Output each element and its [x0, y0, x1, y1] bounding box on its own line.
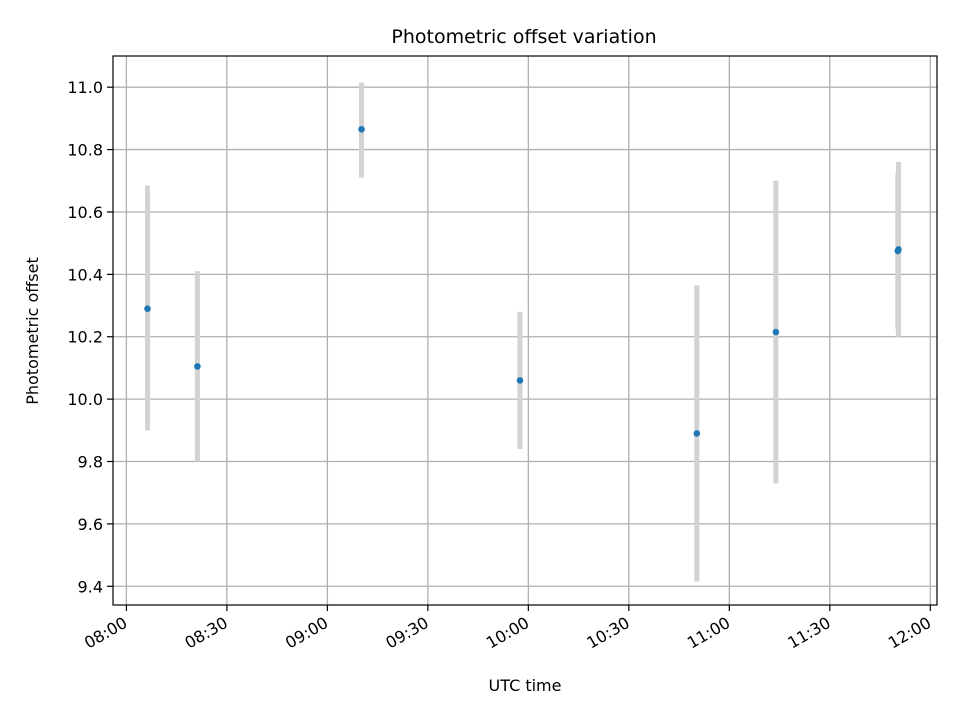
y-tick-label: 9.4	[78, 577, 103, 596]
x-axis-label: UTC time	[489, 676, 562, 695]
data-point	[772, 328, 780, 336]
y-tick-label: 10.6	[67, 203, 103, 222]
y-tick-label: 11.0	[67, 78, 103, 97]
data-point	[516, 377, 524, 384]
y-axis-label: Photometric offset	[23, 257, 42, 405]
y-tick-label: 9.8	[78, 453, 103, 472]
data-point	[358, 126, 365, 133]
chart-title: Photometric offset variation	[391, 26, 656, 48]
y-tick-label: 9.6	[78, 515, 103, 534]
data-point	[693, 430, 701, 437]
y-tick-label: 10.4	[67, 265, 103, 284]
y-tick-label: 10.8	[67, 141, 103, 160]
data-point	[194, 363, 201, 370]
y-tick-label: 10.0	[67, 390, 103, 409]
y-tick-label: 10.2	[67, 328, 103, 347]
data-points	[144, 126, 902, 437]
data-point	[144, 305, 151, 312]
y-axis-ticks: 9.4 9.6 9.8 10.0 10.2 10.4 10.6 10.8 11.0	[67, 78, 113, 596]
data-point	[895, 246, 902, 253]
grid	[113, 56, 937, 605]
plot-frame	[112, 55, 938, 606]
